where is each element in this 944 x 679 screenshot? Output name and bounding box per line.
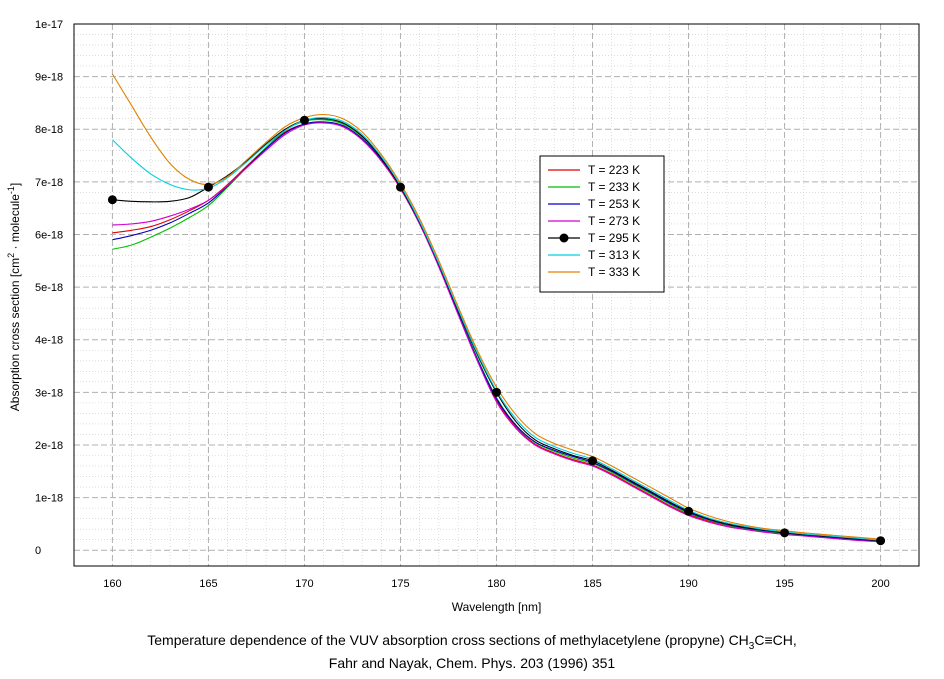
y-tick-label: 9e-18	[35, 72, 63, 84]
data-point-marker	[588, 456, 598, 466]
data-point-marker	[395, 182, 405, 192]
series-line-273k	[112, 122, 881, 543]
y-axis-title: Absorption cross section [cm2 · molecule…	[6, 183, 22, 411]
data-point-marker	[107, 195, 117, 205]
y-tick-label: 8e-18	[35, 124, 63, 136]
figure-caption-line1: Temperature dependence of the VUV absorp…	[147, 632, 797, 652]
y-tick-label: 1e-17	[35, 19, 63, 31]
legend-label: T = 313 K	[588, 248, 640, 262]
y-tick-label: 6e-18	[35, 229, 63, 241]
x-tick-label: 160	[103, 578, 121, 590]
legend-label: T = 295 K	[588, 231, 640, 245]
legend-label: T = 223 K	[588, 163, 640, 177]
legend-label: T = 253 K	[588, 197, 640, 211]
y-tick-label: 5e-18	[35, 282, 63, 294]
grid	[74, 23, 919, 566]
legend-label: T = 333 K	[588, 265, 640, 279]
y-tick-label: 3e-18	[35, 387, 63, 399]
x-tick-label: 175	[391, 578, 409, 590]
legend-label: T = 233 K	[588, 180, 640, 194]
series-line-333k	[111, 73, 881, 540]
data-point-marker	[203, 182, 213, 192]
plot-frame	[73, 23, 920, 567]
x-tick-label: 195	[775, 578, 793, 590]
y-tick-label: 2e-18	[35, 440, 63, 452]
legend-label: T = 273 K	[588, 214, 640, 228]
series-markers	[107, 115, 886, 546]
y-tick-label: 1e-18	[35, 493, 63, 505]
data-point-marker	[492, 387, 501, 397]
y-tick-label: 0	[35, 545, 41, 557]
legend-marker	[559, 233, 569, 243]
x-tick-label: 185	[583, 578, 601, 590]
x-tick-label: 180	[487, 578, 505, 590]
axis-ticks: 160 165 170 175 180 185 190 195 200 0 1e-18 2e-18 3e…	[35, 19, 890, 590]
x-tick-label: 170	[295, 578, 313, 590]
y-tick-label: 7e-18	[35, 177, 63, 189]
data-point-marker	[684, 506, 694, 516]
y-tick-label: 4e-18	[35, 335, 63, 347]
x-tick-label: 190	[679, 578, 697, 590]
legend-box	[539, 155, 665, 293]
figure-caption-line2: Fahr and Nayak, Chem. Phys. 203 (1996) 3…	[328, 655, 616, 671]
x-tick-label: 200	[871, 578, 889, 590]
data-point-marker	[876, 536, 886, 546]
x-tick-label: 165	[199, 578, 217, 590]
data-point-marker	[299, 115, 309, 125]
x-axis-title: Wavelength [nm]	[452, 600, 542, 614]
data-point-marker	[780, 528, 790, 538]
legend: T = 223 K T = 233 K T = 253 K T = 273 K T = …	[539, 155, 665, 293]
